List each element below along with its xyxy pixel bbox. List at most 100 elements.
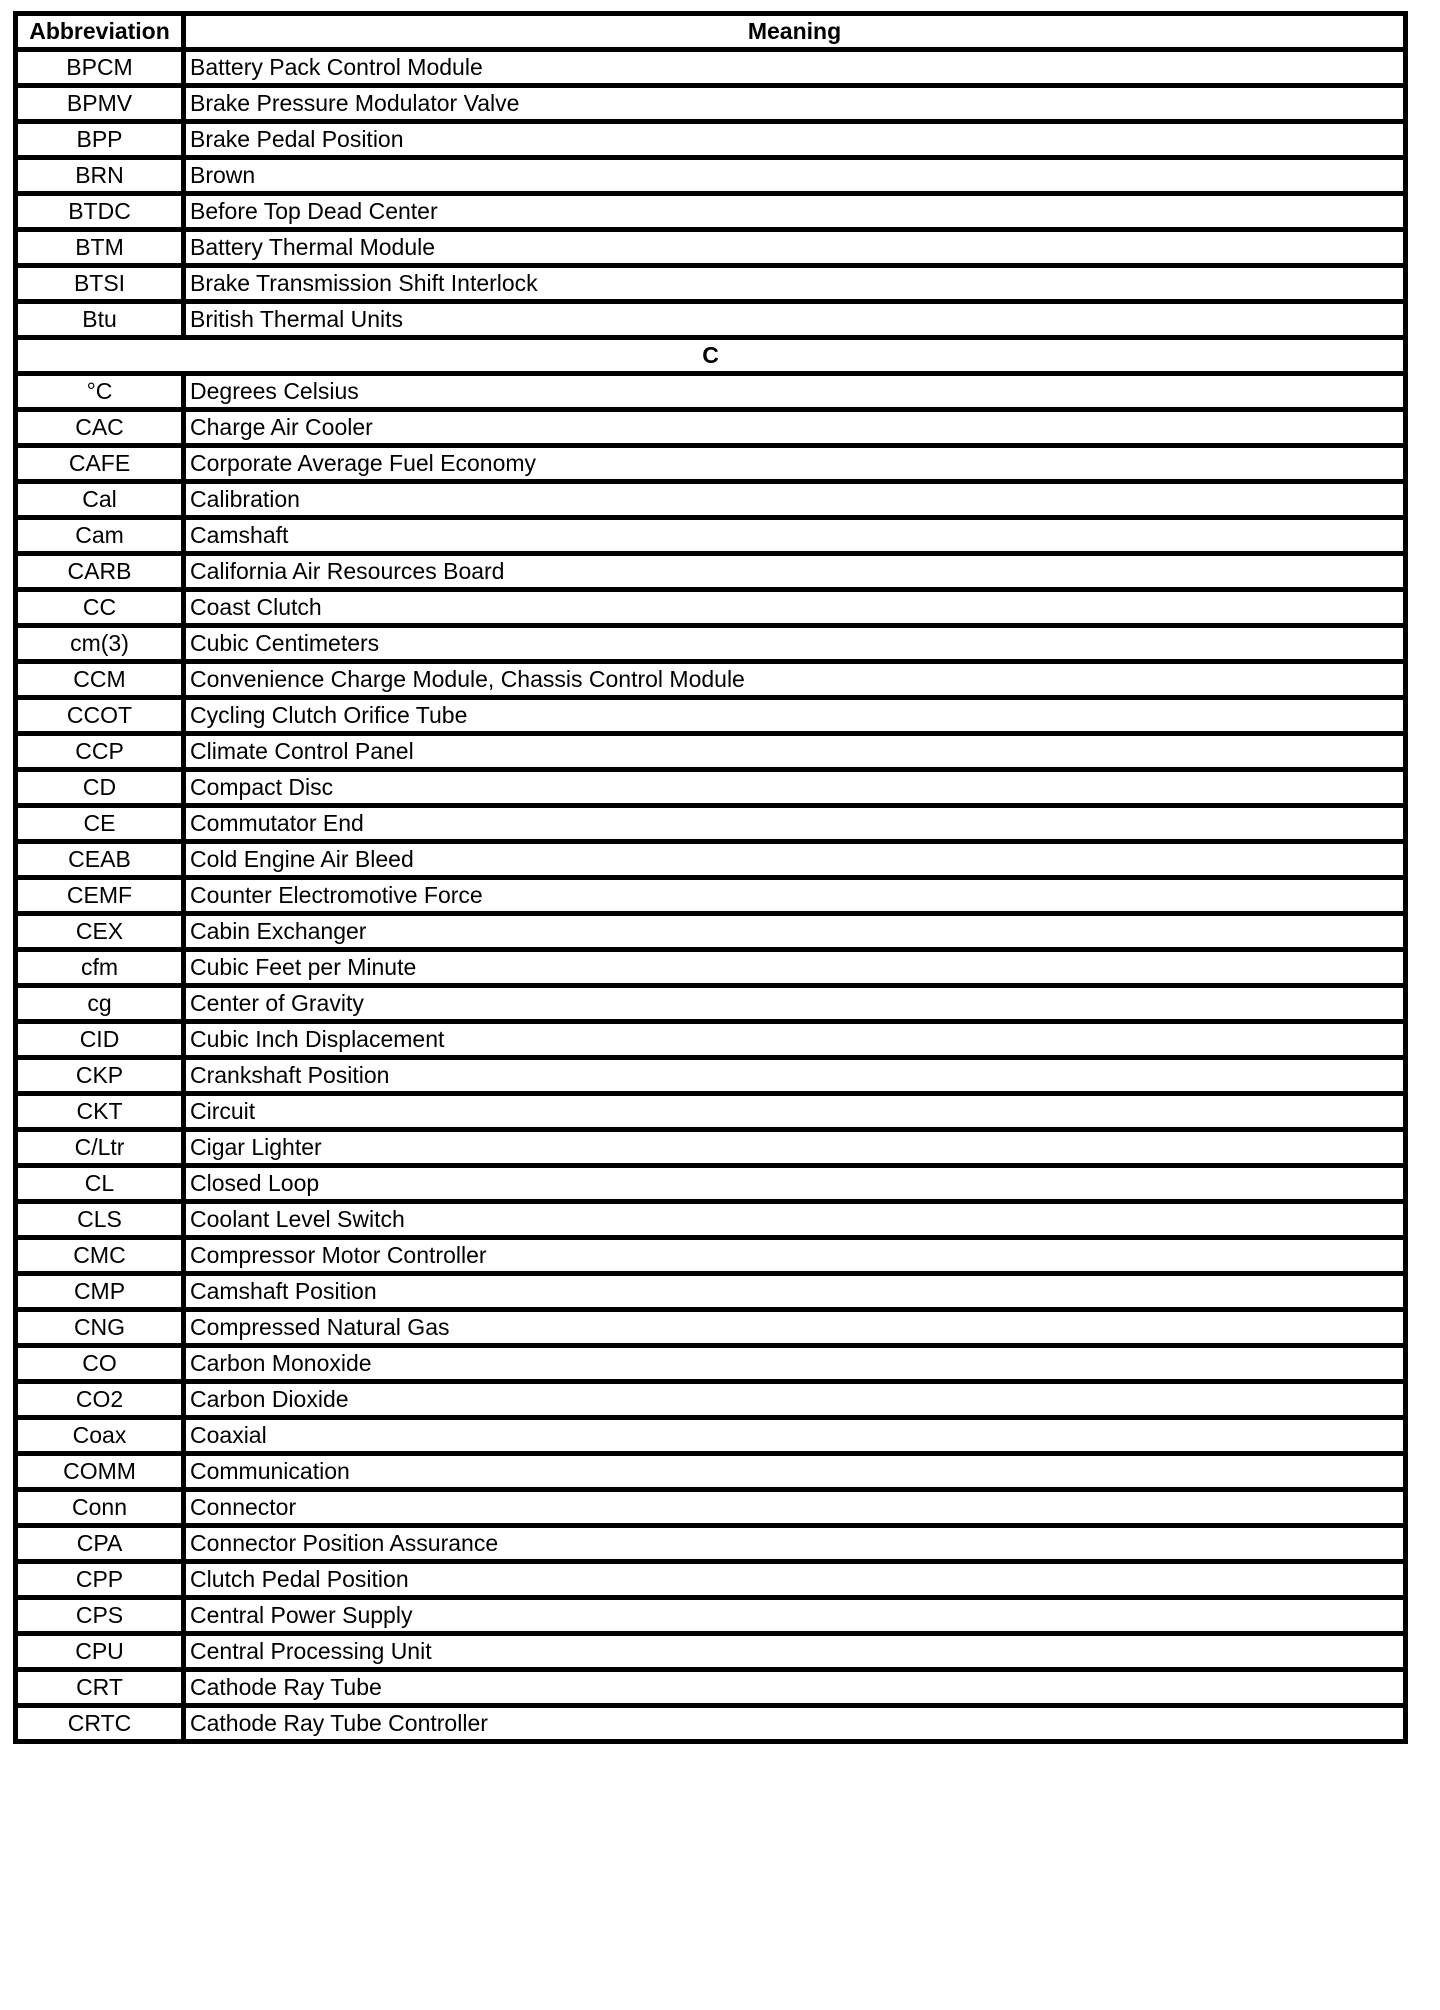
table-row: CMP Camshaft Position [13, 1271, 1408, 1312]
section-row: C [13, 335, 1408, 376]
meaning-cell: Cubic Feet per Minute [181, 947, 1408, 988]
abbreviation-cell: CMC [13, 1235, 186, 1276]
meaning-cell: Circuit [181, 1091, 1408, 1132]
abbreviation-cell: CKP [13, 1055, 186, 1096]
table-row: CLS Coolant Level Switch [13, 1199, 1408, 1240]
table-row: CO2 Carbon Dioxide [13, 1379, 1408, 1420]
abbreviation-cell: CPP [13, 1559, 186, 1600]
meaning-cell: Central Power Supply [181, 1595, 1408, 1636]
table-row: Cam Camshaft [13, 515, 1408, 556]
abbreviation-cell: CLS [13, 1199, 186, 1240]
table-row: COMM Communication [13, 1451, 1408, 1492]
meaning-cell: Compressed Natural Gas [181, 1307, 1408, 1348]
table-row: CMC Compressor Motor Controller [13, 1235, 1408, 1276]
abbreviation-cell: CEX [13, 911, 186, 952]
meaning-cell: Corporate Average Fuel Economy [181, 443, 1408, 484]
abbreviation-cell: Btu [13, 299, 186, 340]
meaning-cell: Calibration [181, 479, 1408, 520]
abbreviation-cell: CO2 [13, 1379, 186, 1420]
abbreviation-cell: Coax [13, 1415, 186, 1456]
abbreviation-cell: CRT [13, 1667, 186, 1708]
table-row: Cal Calibration [13, 479, 1408, 520]
meaning-cell: Carbon Dioxide [181, 1379, 1408, 1420]
table-row: cfm Cubic Feet per Minute [13, 947, 1408, 988]
table-row: CEX Cabin Exchanger [13, 911, 1408, 952]
abbreviation-cell: °C [13, 371, 186, 412]
abbreviation-cell: BTM [13, 227, 186, 268]
table-row: CE Commutator End [13, 803, 1408, 844]
table-row: CO Carbon Monoxide [13, 1343, 1408, 1384]
abbreviation-cell: CAC [13, 407, 186, 448]
table-row: CID Cubic Inch Displacement [13, 1019, 1408, 1060]
meaning-cell: Commutator End [181, 803, 1408, 844]
abbreviation-cell: Cal [13, 479, 186, 520]
abbreviation-cell: cm(3) [13, 623, 186, 664]
table-row: C/Ltr Cigar Lighter [13, 1127, 1408, 1168]
meaning-cell: Coast Clutch [181, 587, 1408, 628]
table-row: BPCM Battery Pack Control Module [13, 47, 1408, 88]
meaning-cell: Clutch Pedal Position [181, 1559, 1408, 1600]
meaning-cell: British Thermal Units [181, 299, 1408, 340]
table-row: CEMF Counter Electromotive Force [13, 875, 1408, 916]
table-row: Coax Coaxial [13, 1415, 1408, 1456]
abbreviation-cell: CARB [13, 551, 186, 592]
meaning-cell: Communication [181, 1451, 1408, 1492]
meaning-cell: Battery Pack Control Module [181, 47, 1408, 88]
meaning-cell: Brown [181, 155, 1408, 196]
abbreviation-cell: cg [13, 983, 186, 1024]
meaning-cell: Crankshaft Position [181, 1055, 1408, 1096]
header-row: Abbreviation Meaning [13, 11, 1408, 52]
meaning-cell: Brake Pedal Position [181, 119, 1408, 160]
abbreviation-cell: CCP [13, 731, 186, 772]
abbreviation-cell: CC [13, 587, 186, 628]
abbreviation-cell: CPA [13, 1523, 186, 1564]
abbreviation-cell: CPS [13, 1595, 186, 1636]
meaning-cell: Closed Loop [181, 1163, 1408, 1204]
table-row: BTM Battery Thermal Module [13, 227, 1408, 268]
table-row: BPMV Brake Pressure Modulator Valve [13, 83, 1408, 124]
abbreviation-table: Abbreviation Meaning BPCM Battery Pack Co… [13, 11, 1408, 1744]
meaning-cell: Connector [181, 1487, 1408, 1528]
meaning-cell: Cathode Ray Tube [181, 1667, 1408, 1708]
meaning-cell: Degrees Celsius [181, 371, 1408, 412]
abbreviation-cell: CPU [13, 1631, 186, 1672]
table-body: BPCM Battery Pack Control Module BPMV Brake… [13, 47, 1408, 1744]
table-row: CAC Charge Air Cooler [13, 407, 1408, 448]
meaning-cell: Cabin Exchanger [181, 911, 1408, 952]
table-row: CPA Connector Position Assurance [13, 1523, 1408, 1564]
meaning-cell: Cubic Inch Displacement [181, 1019, 1408, 1060]
table-row: CL Closed Loop [13, 1163, 1408, 1204]
meaning-cell: Coaxial [181, 1415, 1408, 1456]
table-row: CPS Central Power Supply [13, 1595, 1408, 1636]
table-row: Btu British Thermal Units [13, 299, 1408, 340]
table-row: BRN Brown [13, 155, 1408, 196]
table-row: BTDC Before Top Dead Center [13, 191, 1408, 232]
table-row: CCOT Cycling Clutch Orifice Tube [13, 695, 1408, 736]
meaning-cell: Compact Disc [181, 767, 1408, 808]
abbreviation-cell: BTSI [13, 263, 186, 304]
table-row: BTSI Brake Transmission Shift Interlock [13, 263, 1408, 304]
abbreviation-cell: CAFE [13, 443, 186, 484]
abbreviation-cell: CEAB [13, 839, 186, 880]
table-row: CRT Cathode Ray Tube [13, 1667, 1408, 1708]
abbreviation-cell: CD [13, 767, 186, 808]
table-row: CARB California Air Resources Board [13, 551, 1408, 592]
abbreviation-cell: CID [13, 1019, 186, 1060]
abbreviation-cell: BPMV [13, 83, 186, 124]
abbreviation-cell: C/Ltr [13, 1127, 186, 1168]
abbreviation-cell: BRN [13, 155, 186, 196]
meaning-cell: Cold Engine Air Bleed [181, 839, 1408, 880]
meaning-cell: Climate Control Panel [181, 731, 1408, 772]
abbreviation-cell: BTDC [13, 191, 186, 232]
table-row: °C Degrees Celsius [13, 371, 1408, 412]
meaning-cell: Battery Thermal Module [181, 227, 1408, 268]
table-row: CNG Compressed Natural Gas [13, 1307, 1408, 1348]
table-row: CEAB Cold Engine Air Bleed [13, 839, 1408, 880]
meaning-cell: Cigar Lighter [181, 1127, 1408, 1168]
abbreviation-cell: COMM [13, 1451, 186, 1492]
table-row: cm(3) Cubic Centimeters [13, 623, 1408, 664]
abbreviation-cell: CMP [13, 1271, 186, 1312]
meaning-cell: Cathode Ray Tube Controller [181, 1703, 1408, 1744]
meaning-cell: Cubic Centimeters [181, 623, 1408, 664]
abbreviation-cell: CL [13, 1163, 186, 1204]
